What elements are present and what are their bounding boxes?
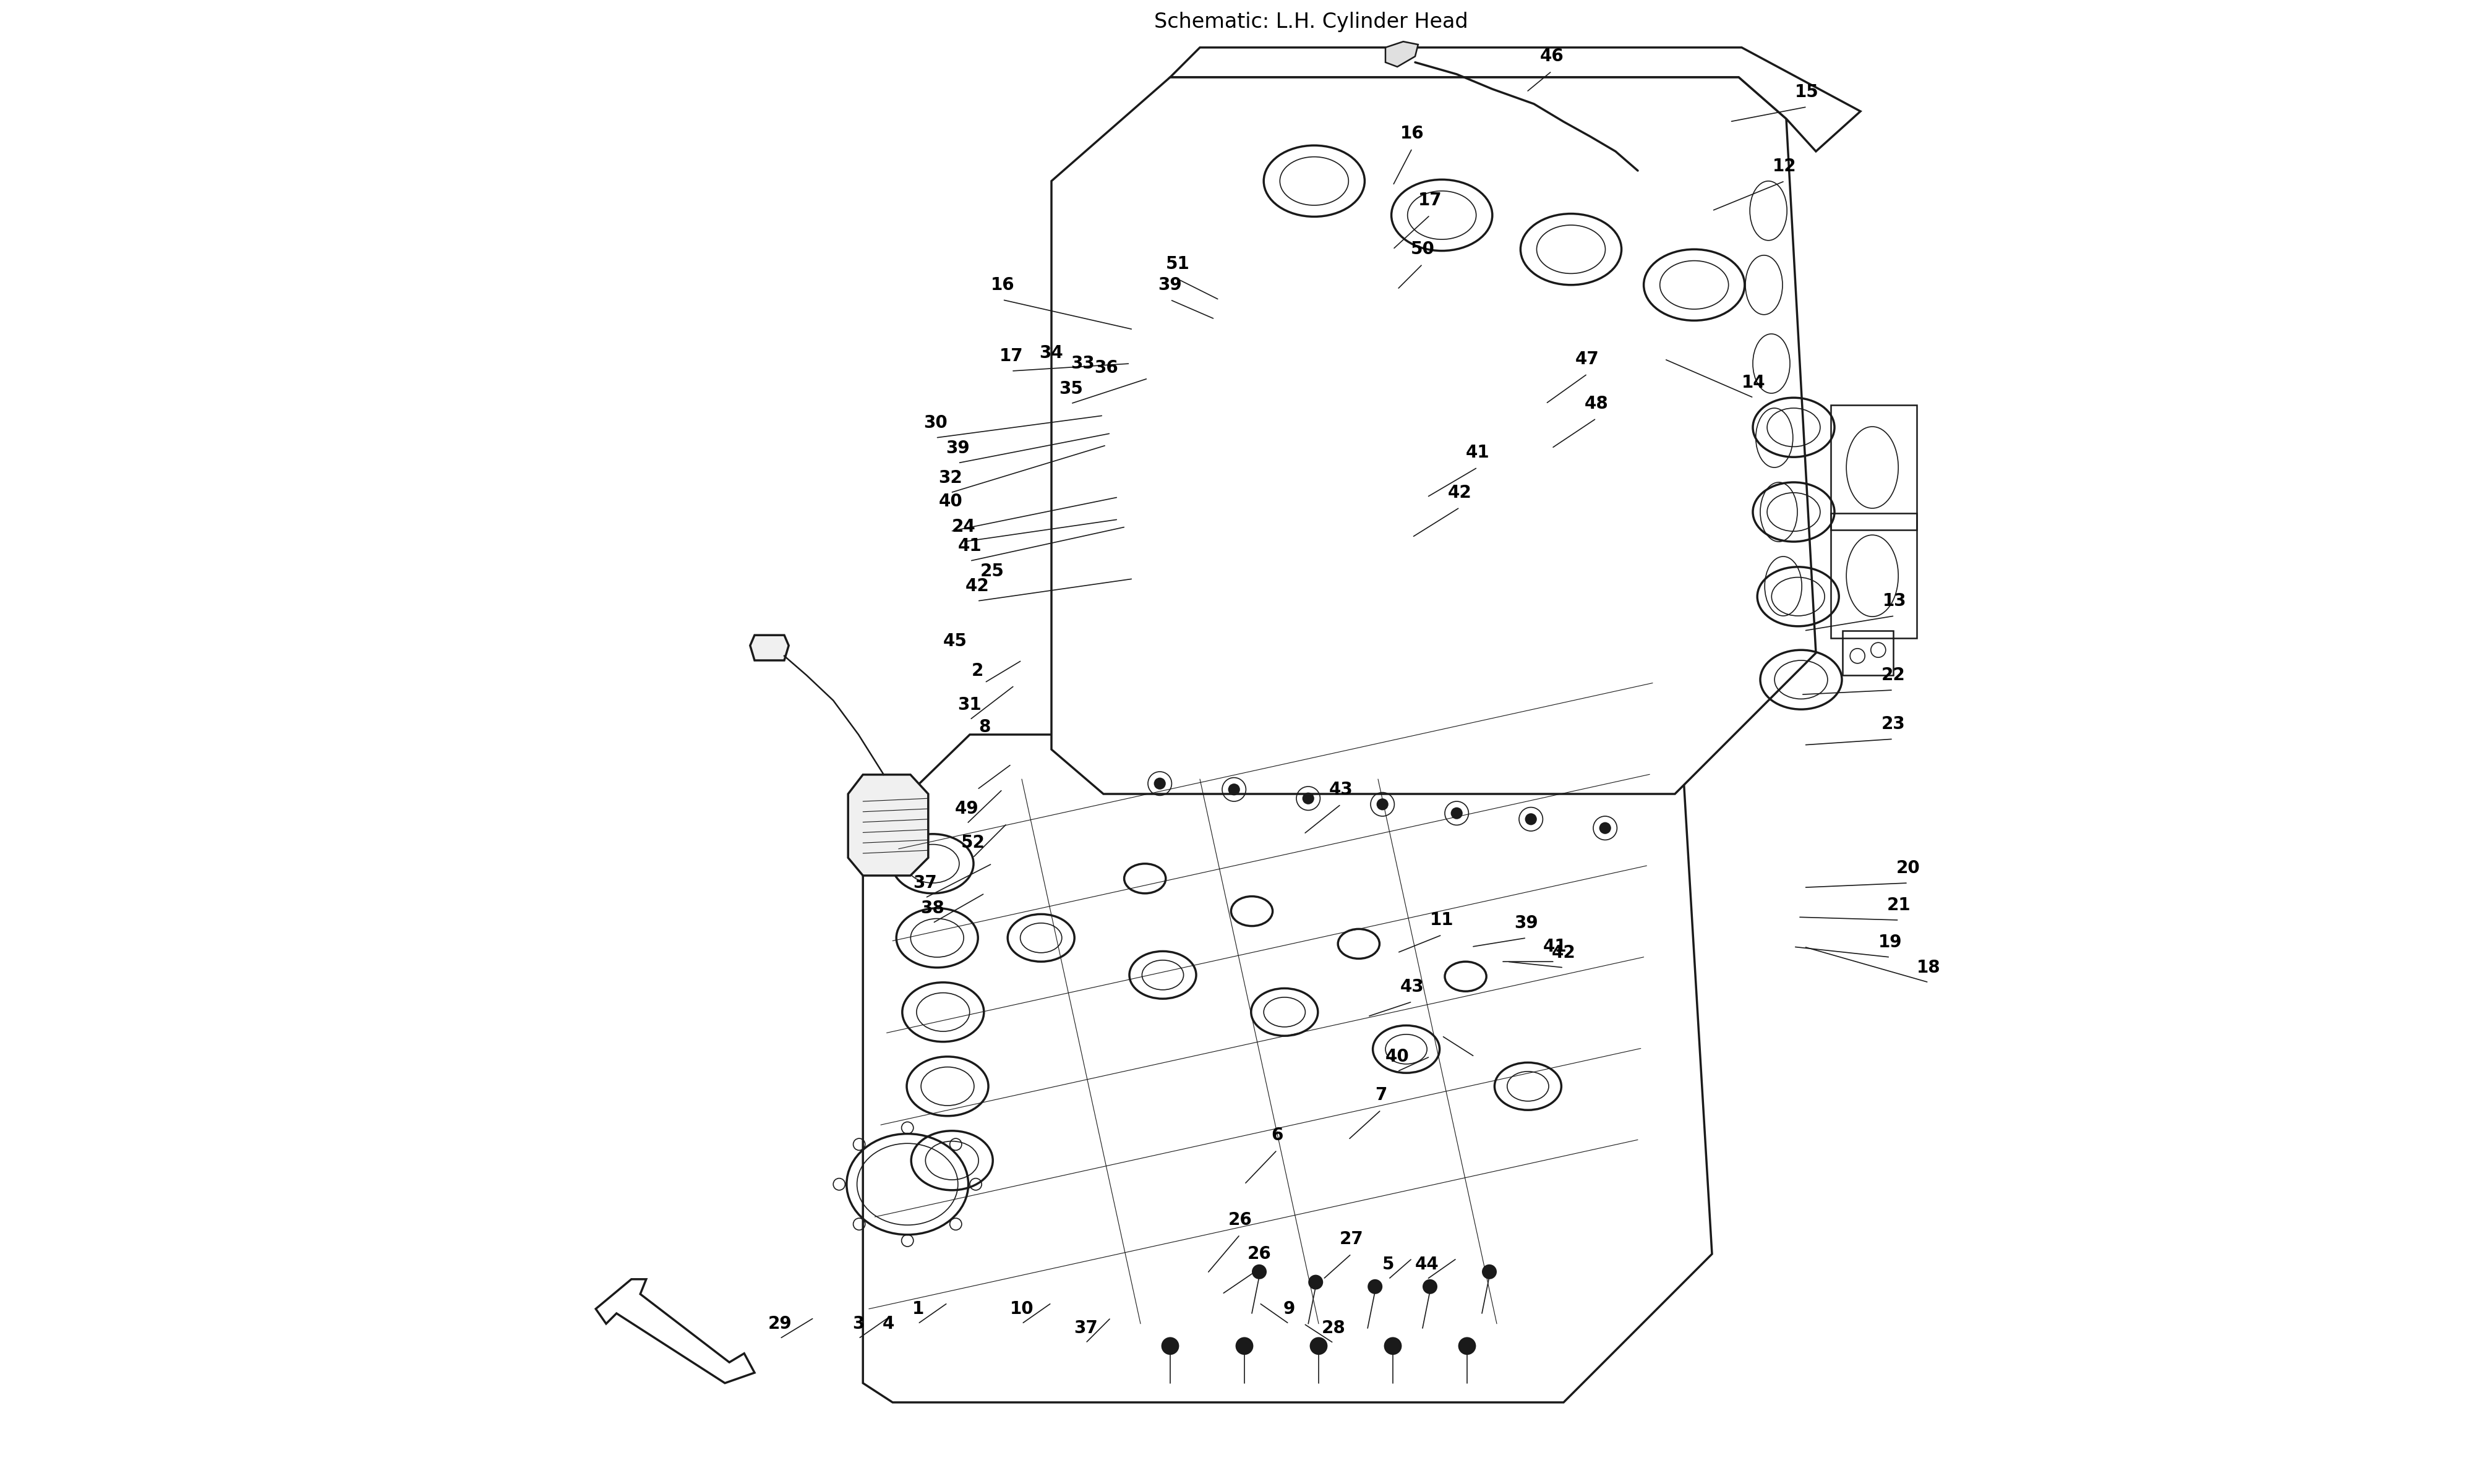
Text: 24: 24	[952, 518, 975, 536]
Text: 50: 50	[1410, 240, 1435, 258]
Text: 26: 26	[1227, 1211, 1252, 1229]
Text: 28: 28	[1321, 1319, 1346, 1337]
Circle shape	[1383, 1337, 1403, 1355]
Text: Schematic: L.H. Cylinder Head: Schematic: L.H. Cylinder Head	[1155, 12, 1467, 33]
Text: 21: 21	[1888, 896, 1910, 914]
Circle shape	[1301, 792, 1314, 804]
Circle shape	[1423, 1279, 1437, 1294]
Text: 23: 23	[1880, 715, 1905, 733]
Circle shape	[1235, 1337, 1254, 1355]
Text: 18: 18	[1917, 959, 1940, 976]
Text: 42: 42	[1551, 944, 1576, 962]
Text: 40: 40	[938, 493, 962, 510]
Polygon shape	[849, 775, 928, 876]
Text: 8: 8	[980, 718, 990, 736]
Circle shape	[1524, 813, 1536, 825]
Text: 39: 39	[945, 439, 970, 457]
Text: 11: 11	[1430, 911, 1455, 929]
Text: 26: 26	[1247, 1245, 1272, 1263]
Circle shape	[1160, 1337, 1180, 1355]
Circle shape	[1309, 1275, 1324, 1290]
Text: 6: 6	[1272, 1126, 1284, 1144]
Text: 41: 41	[1544, 938, 1566, 956]
Text: 7: 7	[1376, 1086, 1388, 1104]
Text: 33: 33	[1071, 355, 1094, 372]
Text: 47: 47	[1576, 350, 1598, 368]
Text: 52: 52	[960, 834, 985, 852]
Text: 40: 40	[1385, 1048, 1410, 1066]
Text: 49: 49	[955, 800, 980, 818]
Circle shape	[1450, 807, 1462, 819]
Text: 51: 51	[1165, 255, 1190, 273]
Polygon shape	[1385, 42, 1418, 67]
Text: 22: 22	[1880, 666, 1905, 684]
Text: 37: 37	[1074, 1319, 1098, 1337]
Text: 35: 35	[1059, 380, 1084, 398]
Text: 13: 13	[1883, 592, 1907, 610]
Text: 29: 29	[767, 1315, 792, 1333]
Circle shape	[1376, 798, 1388, 810]
Text: 46: 46	[1539, 47, 1564, 65]
Text: 48: 48	[1583, 395, 1608, 413]
Text: 25: 25	[980, 562, 1004, 580]
Text: 10: 10	[1009, 1300, 1034, 1318]
Text: 19: 19	[1878, 933, 1903, 951]
Circle shape	[1227, 784, 1239, 795]
Text: 20: 20	[1895, 859, 1920, 877]
Circle shape	[1457, 1337, 1477, 1355]
Text: 42: 42	[1447, 484, 1472, 502]
Text: 39: 39	[1514, 914, 1539, 932]
Circle shape	[1598, 822, 1611, 834]
Polygon shape	[750, 635, 789, 660]
Text: 36: 36	[1094, 359, 1118, 377]
Text: 45: 45	[943, 632, 967, 650]
Text: 41: 41	[957, 537, 982, 555]
Text: 31: 31	[957, 696, 982, 714]
Text: 17: 17	[999, 347, 1024, 365]
Circle shape	[1368, 1279, 1383, 1294]
Text: 9: 9	[1284, 1300, 1294, 1318]
Text: 39: 39	[1158, 276, 1183, 294]
Polygon shape	[596, 1279, 755, 1383]
Text: 34: 34	[1039, 344, 1064, 362]
Text: 43: 43	[1400, 978, 1425, 996]
Text: 30: 30	[923, 414, 948, 432]
Text: 42: 42	[965, 577, 990, 595]
Text: 2: 2	[972, 662, 982, 680]
Circle shape	[1482, 1264, 1497, 1279]
Text: 43: 43	[1329, 781, 1353, 798]
Text: 5: 5	[1383, 1255, 1395, 1273]
Text: 27: 27	[1338, 1230, 1363, 1248]
Polygon shape	[1170, 47, 1860, 151]
Text: 32: 32	[938, 469, 962, 487]
Text: 44: 44	[1415, 1255, 1440, 1273]
Circle shape	[1252, 1264, 1267, 1279]
Text: 17: 17	[1418, 191, 1442, 209]
Text: 3: 3	[854, 1315, 863, 1333]
Text: 15: 15	[1796, 83, 1818, 101]
Text: 12: 12	[1774, 157, 1796, 175]
Text: 38: 38	[920, 899, 945, 917]
Polygon shape	[863, 735, 1712, 1402]
Polygon shape	[1051, 77, 1816, 794]
Text: 41: 41	[1465, 444, 1489, 462]
Text: 16: 16	[990, 276, 1014, 294]
Text: 14: 14	[1742, 374, 1766, 392]
Text: 37: 37	[913, 874, 938, 892]
Text: 16: 16	[1400, 125, 1425, 142]
Circle shape	[1309, 1337, 1329, 1355]
Circle shape	[1153, 778, 1165, 789]
Text: 1: 1	[913, 1300, 923, 1318]
Text: 4: 4	[883, 1315, 893, 1333]
